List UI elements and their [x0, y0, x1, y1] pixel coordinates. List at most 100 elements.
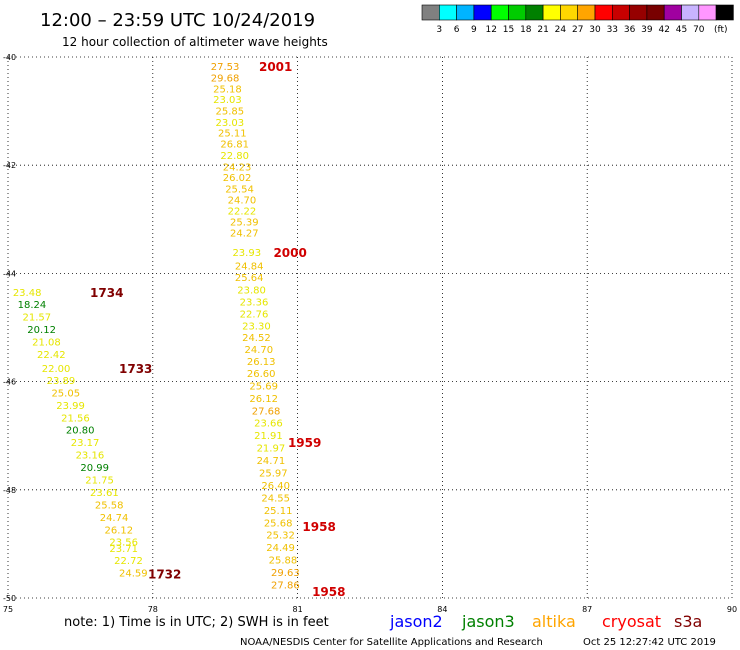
- wave-height-value: 26.12: [105, 525, 134, 536]
- scale-label: 36: [624, 25, 636, 35]
- wave-height-color-scale: 3 6 9 12 15 18 21 24 27 30 33 36 39 42 45 70 (ft): [421, 4, 734, 35]
- wave-height-value: 25.39: [230, 217, 259, 228]
- scale-label: 6: [454, 25, 460, 35]
- wave-height-value: 25.58: [95, 500, 124, 511]
- wave-height-value: 25.11: [218, 129, 247, 140]
- wave-height-value: 23.56: [109, 538, 138, 549]
- wave-height-value: 27.53: [211, 62, 240, 73]
- satellite-legend-altika: altika: [532, 612, 576, 631]
- scale-label: 27: [572, 25, 583, 35]
- satellite-legend-jason3: jason3: [461, 612, 515, 631]
- wave-height-value: 23.30: [242, 321, 271, 332]
- scale-label: 24: [555, 25, 567, 35]
- chart-subtitle: 12 hour collection of altimeter wave hei…: [62, 35, 328, 49]
- wave-height-value: 26.60: [247, 369, 276, 380]
- y-tick-label: -44: [3, 269, 16, 278]
- wave-height-value: 21.97: [257, 444, 286, 455]
- wave-height-value: 25.18: [213, 84, 242, 95]
- wave-height-value: 21.57: [22, 313, 51, 324]
- wave-height-value: 24.55: [261, 493, 290, 504]
- wave-height-value: 20.99: [80, 463, 109, 474]
- wave-height-value: 21.75: [85, 476, 114, 487]
- satellite-legend: jason2 jason3 altika cryosat s3a: [389, 612, 702, 631]
- wave-height-value: 23.03: [216, 118, 245, 129]
- satellite-legend-cryosat: cryosat: [602, 612, 661, 631]
- wave-height-value: 29.68: [211, 74, 240, 85]
- scale-swatch: [525, 4, 544, 21]
- track-time-label: 2001: [259, 60, 292, 74]
- wave-height-value: 24.84: [235, 261, 264, 272]
- wave-height-value: 26.40: [261, 481, 290, 492]
- track-time-label: 1958: [312, 585, 345, 599]
- satellite-legend-jason2: jason2: [389, 612, 443, 631]
- wave-height-value: 24.74: [100, 513, 129, 524]
- wave-height-value: 25.54: [225, 184, 254, 195]
- x-tick-label: 87: [582, 605, 592, 614]
- wave-height-value: 26.81: [220, 140, 249, 151]
- scale-swatch: [698, 4, 717, 21]
- wave-height-value: 25.97: [259, 468, 288, 479]
- wave-height-value: 21.91: [254, 431, 283, 442]
- wave-height-value: 21.08: [32, 338, 61, 349]
- wave-height-value: 22.76: [240, 309, 269, 320]
- wave-height-value: 27.68: [252, 406, 281, 417]
- scale-swatch: [456, 4, 475, 21]
- scale-swatch: [542, 4, 561, 21]
- y-tick-label: -48: [3, 486, 16, 495]
- wave-height-value: 18.24: [18, 300, 47, 311]
- footer-timestamp: Oct 25 12:27:42 UTC 2019: [583, 637, 716, 648]
- scale-swatch: [715, 4, 734, 21]
- wave-height-value: 24.27: [230, 228, 259, 239]
- wave-height-value: 26.13: [247, 357, 276, 368]
- wave-height-value: 25.85: [216, 107, 245, 118]
- footer-credit: NOAA/NESDIS Center for Satellite Applica…: [240, 637, 543, 648]
- x-tick-label: 84: [437, 605, 447, 614]
- wave-height-value: 22.22: [228, 207, 257, 218]
- wave-height-value: 22.42: [37, 350, 66, 361]
- footer-note: note: 1) Time is in UTC; 2) SWH is in fe…: [64, 615, 329, 630]
- wave-height-value: 25.32: [266, 531, 295, 542]
- wave-height-value: 23.17: [71, 438, 100, 449]
- scale-label: 70: [693, 25, 705, 35]
- wave-height-value: 25.64: [235, 273, 264, 284]
- wave-height-value: 25.69: [249, 381, 278, 392]
- scale-label: 30: [589, 25, 601, 35]
- scale-label: 39: [641, 25, 653, 35]
- wave-height-value: 23.80: [237, 286, 266, 297]
- wave-height-value: 29.63: [271, 568, 300, 579]
- track-time-label: 1733: [119, 362, 152, 376]
- wave-height-value: 27.86: [271, 580, 300, 591]
- x-tick-label: 81: [293, 605, 303, 614]
- scale-swatch: [421, 4, 440, 21]
- wave-height-value: 24.70: [228, 195, 257, 206]
- y-tick-label: -42: [3, 161, 16, 170]
- scale-swatch: [681, 4, 700, 21]
- scale-label: 42: [658, 25, 669, 35]
- scale-label: 12: [485, 25, 496, 35]
- wave-height-value: 23.89: [47, 376, 76, 387]
- wave-height-value: 23.03: [213, 95, 242, 106]
- wave-height-value: 20.12: [27, 325, 56, 336]
- wave-height-value: 22.80: [220, 151, 249, 162]
- track-time-label: 1734: [90, 286, 123, 300]
- y-tick-label: -46: [3, 378, 16, 387]
- x-tick-label: 78: [148, 605, 158, 614]
- wave-height-value: 22.72: [114, 556, 143, 567]
- scale-swatch: [473, 4, 492, 21]
- scale-label: 45: [676, 25, 687, 35]
- wave-height-value: 25.11: [264, 506, 293, 517]
- chart-title: 12:00 – 23:59 UTC 10/24/2019: [40, 10, 315, 31]
- wave-height-value: 24.49: [266, 543, 295, 554]
- wave-height-value: 23.93: [232, 248, 261, 259]
- wave-height-value: 25.68: [264, 518, 293, 529]
- wave-height-value: 23.61: [90, 488, 119, 499]
- y-tick-label: -40: [3, 53, 16, 62]
- wave-height-value: 23.36: [240, 298, 269, 309]
- wave-height-value: 26.02: [223, 173, 252, 184]
- wave-height-value: 24.52: [242, 333, 271, 344]
- plot-area: 75 78 81 84 87 90 -40 -42 -44 -46 -48 -50 27.5329.68…: [3, 53, 737, 614]
- wave-height-value: 23.66: [254, 419, 283, 430]
- scale-label: 18: [520, 25, 532, 35]
